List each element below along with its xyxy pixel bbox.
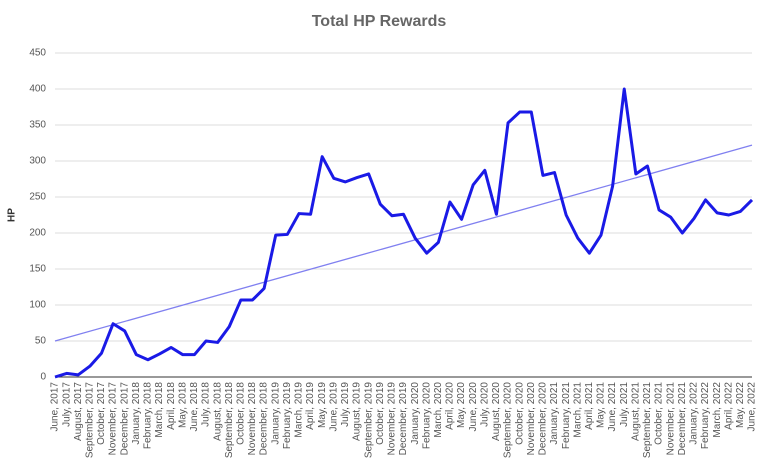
- x-tick-label: June, 2021: [607, 382, 618, 432]
- x-tick-label: January, 2019: [270, 382, 281, 445]
- y-tick-label: 250: [29, 192, 46, 203]
- x-tick-label: February, 2018: [143, 382, 154, 450]
- x-tick-label: March, 2020: [433, 382, 444, 438]
- y-tick-label: 0: [40, 372, 46, 383]
- x-tick-label: May, 2019: [317, 382, 328, 428]
- y-tick-label: 300: [29, 156, 46, 167]
- x-tick-label: March, 2022: [712, 382, 723, 438]
- x-tick-label: August, 2021: [630, 382, 641, 441]
- x-tick-label: November, 2019: [387, 382, 398, 456]
- y-tick-label: 50: [35, 336, 47, 347]
- x-tick-label: February, 2020: [421, 382, 432, 450]
- x-tick-label: January, 2020: [410, 382, 421, 445]
- x-tick-label: April, 2018: [166, 382, 177, 430]
- x-tick-label: November, 2017: [108, 382, 119, 456]
- x-tick-label: February, 2022: [700, 382, 711, 450]
- y-tick-label: 350: [29, 120, 46, 131]
- x-tick-label: February, 2019: [282, 382, 293, 450]
- x-tick-label: March, 2021: [572, 382, 583, 438]
- x-tick-label: May, 2020: [456, 382, 467, 428]
- x-tick-label: August, 2019: [352, 382, 363, 441]
- y-tick-label: 450: [29, 48, 46, 59]
- x-tick-label: December, 2021: [677, 382, 688, 456]
- x-tick-label: July, 2018: [201, 382, 212, 427]
- x-tick-label: January, 2021: [549, 382, 560, 445]
- y-axis-label: HP: [7, 208, 18, 222]
- x-tick-label: July, 2021: [619, 382, 630, 427]
- x-tick-label: October, 2021: [654, 382, 665, 445]
- y-tick-label: 200: [29, 228, 46, 239]
- x-tick-label: April, 2021: [584, 382, 595, 430]
- x-tick-label: May, 2022: [735, 382, 746, 428]
- x-tick-label: August, 2018: [212, 382, 223, 441]
- x-tick-label: December, 2019: [398, 382, 409, 456]
- x-tick-label: September, 2018: [224, 382, 235, 459]
- x-tick-label: May, 2018: [177, 382, 188, 428]
- x-tick-label: March, 2018: [154, 382, 165, 438]
- y-tick-label: 150: [29, 264, 46, 275]
- chart-title: Total HP Rewards: [312, 13, 447, 30]
- x-tick-label: August, 2017: [73, 382, 84, 441]
- x-tick-label: August, 2020: [491, 382, 502, 441]
- y-tick-label: 100: [29, 300, 46, 311]
- x-tick-label: February, 2021: [561, 382, 572, 450]
- x-tick-label: May, 2021: [596, 382, 607, 428]
- x-tick-label: July, 2017: [61, 382, 72, 427]
- x-tick-label: June, 2018: [189, 382, 200, 432]
- x-tick-label: June, 2022: [747, 382, 758, 432]
- x-tick-label: April, 2022: [723, 382, 734, 430]
- x-tick-label: April, 2020: [445, 382, 456, 430]
- x-tick-label: January, 2022: [689, 382, 700, 445]
- x-tick-label: March, 2019: [294, 382, 305, 438]
- x-tick-label: November, 2021: [665, 382, 676, 456]
- x-tick-label: July, 2020: [479, 382, 490, 427]
- x-tick-label: September, 2019: [363, 382, 374, 459]
- x-tick-label: January, 2018: [131, 382, 142, 445]
- x-tick-label: April, 2019: [305, 382, 316, 430]
- x-tick-label: October, 2020: [514, 382, 525, 445]
- x-tick-label: December, 2018: [259, 382, 270, 456]
- x-tick-label: October, 2019: [375, 382, 386, 445]
- x-tick-label: November, 2020: [526, 382, 537, 456]
- x-tick-label: September, 2020: [503, 382, 514, 459]
- y-tick-label: 400: [29, 84, 46, 95]
- data-line: [54, 87, 754, 379]
- x-tick-label: November, 2018: [247, 382, 258, 456]
- x-tick-label: September, 2021: [642, 382, 653, 459]
- x-tick-label: June, 2020: [468, 382, 479, 432]
- x-tick-label: June, 2017: [50, 382, 61, 432]
- x-tick-label: October, 2018: [236, 382, 247, 445]
- x-tick-label: July, 2019: [340, 382, 351, 427]
- x-tick-label: October, 2017: [96, 382, 107, 445]
- x-tick-label: June, 2019: [328, 382, 339, 432]
- x-tick-label: December, 2020: [538, 382, 549, 456]
- x-tick-label: September, 2017: [84, 382, 95, 459]
- trendline: [54, 144, 753, 342]
- x-tick-label: December, 2017: [119, 382, 130, 456]
